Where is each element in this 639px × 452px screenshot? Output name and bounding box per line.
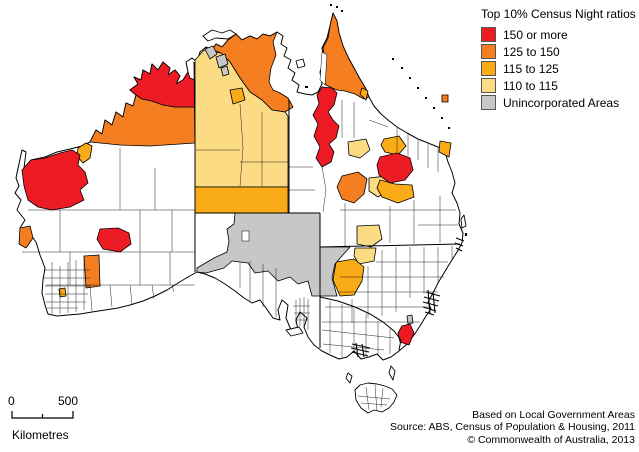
region-bourke-nsw — [353, 247, 377, 265]
region-snowy-mountains-nsw — [397, 323, 415, 346]
legend-swatch-orange — [481, 44, 496, 59]
legend-item-unincorporated: Unincorporated Areas — [481, 94, 637, 111]
lga-lines-wa — [22, 148, 195, 312]
legend: Top 10% Census Night ratios 150 or more … — [481, 7, 637, 111]
maralinga-white-hole — [241, 230, 250, 242]
region-far-west-nsw-uninc — [319, 246, 351, 297]
attribution: Based on Local Government Areas Source: … — [390, 409, 635, 447]
legend-swatch-lightyellow — [481, 78, 496, 93]
lga-lines-nsw — [322, 246, 453, 323]
region-far-west-nsw — [332, 258, 365, 297]
region-act-area — [406, 314, 414, 325]
lga-lines-qld — [288, 100, 458, 246]
region-cape-york-qld — [320, 12, 370, 100]
region-central-nt-band — [194, 186, 289, 214]
state-border-lines — [193, 61, 461, 351]
region-goldfields-wa — [96, 227, 132, 253]
legend-label: 110 to 115 — [503, 78, 558, 93]
groote-eylandt — [295, 58, 306, 69]
cape-york-west-strip — [319, 51, 328, 86]
tiwi-islands — [202, 29, 237, 42]
region-darwin-surrounds-nt-1 — [204, 45, 218, 60]
region-bulloo-qld — [356, 224, 383, 248]
metro-clusters — [350, 237, 465, 358]
scale-start-label: 0 — [8, 394, 15, 408]
sydney-metro-cluster — [422, 289, 441, 316]
lga-lines-tas — [357, 384, 391, 412]
kangaroo-island — [285, 326, 304, 337]
region-east-kimberley-wa — [129, 61, 196, 108]
scale-unit-label: Kilometres — [12, 428, 69, 442]
region-darwin-surrounds-nt-3 — [220, 65, 230, 77]
region-katherine-nt — [229, 87, 246, 105]
fraser-island — [460, 214, 467, 229]
lga-lines-vic-sa — [239, 261, 395, 357]
region-mackay-coast-qld — [438, 140, 452, 158]
legend-item-150-or-more: 150 or more — [481, 26, 637, 43]
region-cape-york-east-qld — [359, 87, 369, 101]
legend-swatch-red — [481, 27, 496, 42]
region-mid-west-wa — [83, 254, 101, 289]
legend-item-110-115: 110 to 115 — [481, 77, 637, 94]
region-pilbara-coast-wa — [21, 149, 89, 211]
attribution-line-3: © Commonwealth of Australia, 2013 — [467, 433, 635, 446]
king-island — [345, 372, 353, 384]
scale-end-label: 500 — [58, 394, 79, 408]
legend-item-115-125: 115 to 125 — [481, 60, 637, 77]
legend-label: 115 to 125 — [503, 61, 559, 76]
scale-bar-graphic — [11, 411, 74, 419]
choropleth-regions — [18, 12, 452, 346]
legend-label: 150 or more — [503, 27, 568, 42]
legend-label: 125 to 150 — [503, 44, 560, 59]
region-central-west-qld-south — [376, 179, 415, 204]
state-borders — [193, 61, 461, 351]
lga-boundaries — [22, 100, 458, 412]
legend-title: Top 10% Census Night ratios — [481, 7, 636, 21]
region-central-queensland — [376, 152, 414, 184]
legend-item-125-150: 125 to 150 — [481, 43, 637, 60]
region-coastal-island-qld — [441, 94, 449, 103]
lga-lines-nt — [196, 103, 288, 187]
lga-lines-perth — [44, 258, 90, 314]
attribution-line-1: Based on Local Government Areas — [472, 408, 635, 421]
region-gascoyne-coast-wa — [18, 225, 34, 249]
scale-bar: 0 500 Kilometres — [8, 394, 118, 442]
region-darwin-surrounds-nt-2 — [215, 53, 229, 69]
melbourne-metro-cluster — [350, 342, 371, 358]
legend-swatch-amber — [481, 61, 496, 76]
region-gulf-country-qld — [312, 86, 340, 168]
region-channel-country-qld — [336, 171, 368, 204]
legend-label: Unincorporated Areas — [503, 95, 620, 110]
region-perth-hills-wa — [58, 287, 67, 298]
region-central-west-qld-yellow-n — [347, 138, 371, 159]
flinders-island — [388, 365, 396, 381]
attribution-line-2: Source: ABS, Census of Population & Hous… — [390, 421, 635, 433]
legend-swatch-gray — [481, 95, 496, 110]
